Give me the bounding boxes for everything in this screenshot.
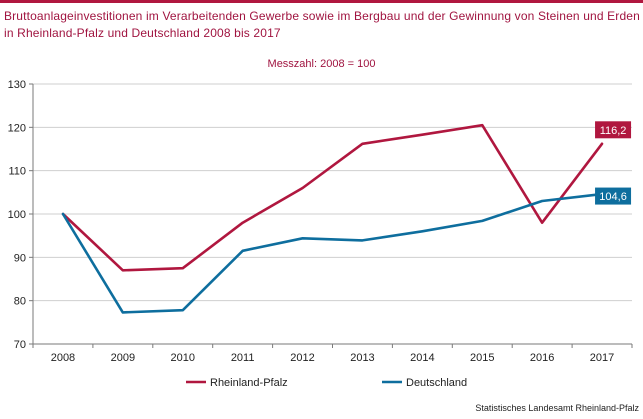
y-tick-label: 100 — [8, 209, 26, 221]
axis-layer: 70 80 90 100 110 120 130 2008 2009 2010 2011 2012 20… — [8, 79, 633, 364]
x-tick-label: 2014 — [410, 352, 434, 364]
top-rule — [0, 0, 643, 3]
chart-subtitle: Messzahl: 2008 = 100 — [267, 58, 376, 70]
legend-layer: Rheinland-Pfalz Deutschland — [186, 377, 467, 389]
x-tick-label: 2008 — [51, 352, 75, 364]
source-note: Statistisches Landesamt Rheinland-Pfalz — [475, 403, 639, 413]
x-tick-label: 2016 — [530, 352, 554, 364]
y-tick-label: 120 — [8, 122, 26, 134]
end-value-label: 104,6 — [599, 191, 627, 203]
x-tick-label: 2013 — [350, 352, 374, 364]
series-line-rheinland-pfalz — [61, 123, 604, 272]
x-tick-label: 2017 — [590, 352, 614, 364]
label-layer: 116,2 104,6 — [595, 121, 632, 205]
grid-layer — [33, 83, 632, 302]
series-layer — [61, 123, 604, 314]
x-tick-label: 2011 — [231, 352, 255, 364]
x-tick-label: 2012 — [290, 352, 314, 364]
x-tick-label: 2015 — [470, 352, 494, 364]
legend-label: Deutschland — [406, 377, 467, 389]
end-value-label: 116,2 — [600, 125, 627, 137]
y-tick-label: 80 — [14, 296, 26, 308]
y-tick-label: 130 — [8, 79, 26, 91]
y-tick-label: 110 — [8, 166, 26, 178]
x-tick-label: 2010 — [171, 352, 195, 364]
y-tick-label: 90 — [14, 252, 26, 264]
y-tick-label: 70 — [14, 339, 26, 351]
chart-title: Bruttoanlageinvestitionen im Verarbeiten… — [4, 9, 640, 40]
x-tick-label: 2009 — [111, 352, 135, 364]
series-line-deutschland — [61, 192, 604, 314]
end-label-box — [595, 187, 632, 205]
end-label-box — [595, 121, 632, 139]
legend-label: Rheinland-Pfalz — [210, 377, 288, 389]
